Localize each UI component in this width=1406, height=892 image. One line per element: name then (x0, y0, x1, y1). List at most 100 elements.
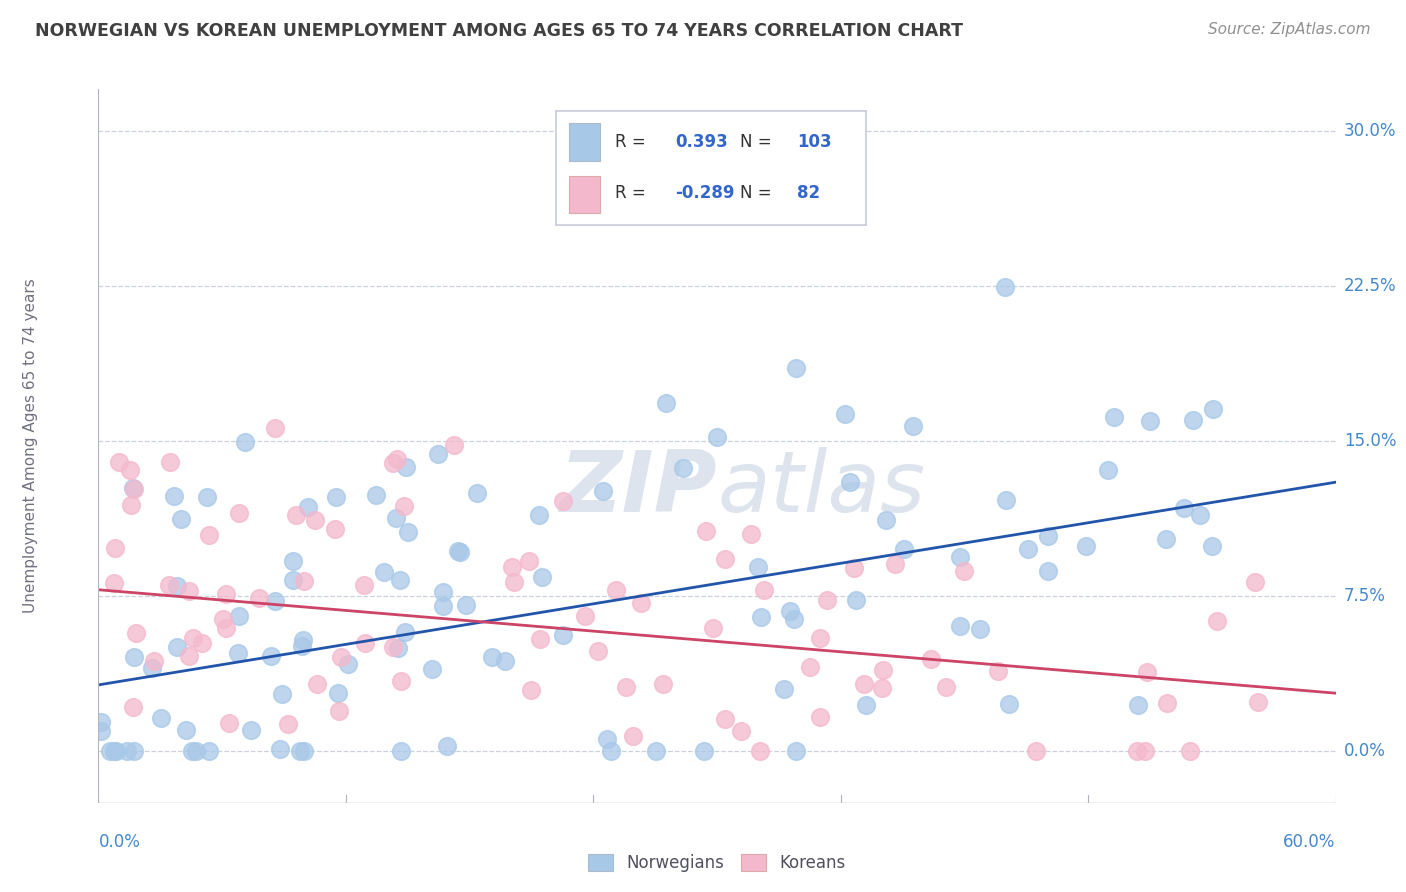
Point (387, 640, 409, 655)
Point (395, 459, 418, 474)
Point (592, 483, 614, 498)
Point (115, 744, 138, 758)
Point (600, 744, 623, 758)
Point (855, 698, 877, 713)
Point (215, 621, 238, 635)
Point (427, 446, 450, 460)
Point (749, 744, 772, 758)
Text: atlas: atlas (717, 447, 925, 531)
Point (240, 723, 263, 738)
Point (385, 451, 408, 466)
Point (893, 542, 915, 557)
Point (845, 592, 868, 607)
Point (98, 744, 121, 758)
Point (799, 660, 821, 674)
Point (987, 665, 1010, 679)
Point (174, 723, 197, 738)
Point (1182, 413, 1205, 427)
Point (159, 455, 181, 469)
Point (141, 661, 163, 675)
Point (997, 697, 1019, 711)
Point (953, 564, 976, 578)
Point (270, 687, 292, 701)
Point (169, 511, 191, 525)
Point (364, 488, 387, 502)
Point (228, 506, 250, 520)
Point (90, 723, 112, 738)
Text: 7.5%: 7.5% (1344, 587, 1386, 605)
Point (527, 508, 550, 523)
Text: 22.5%: 22.5% (1344, 277, 1396, 294)
Point (740, 527, 762, 541)
Point (884, 557, 907, 571)
Point (305, 677, 328, 691)
Point (714, 712, 737, 726)
Point (531, 570, 554, 584)
Text: 60.0%: 60.0% (1284, 833, 1336, 851)
Point (1097, 463, 1119, 477)
Point (120, 498, 142, 512)
Text: Unemployment Among Ages 65 to 74 years: Unemployment Among Ages 65 to 74 years (22, 278, 38, 614)
Point (214, 587, 236, 601)
Point (702, 621, 724, 635)
Point (277, 717, 299, 731)
Point (291, 640, 314, 654)
Point (495, 653, 517, 667)
Text: ZIP: ZIP (560, 447, 717, 531)
Point (1246, 695, 1268, 709)
Point (1156, 696, 1178, 710)
Point (1139, 414, 1161, 428)
Point (773, 682, 796, 697)
Point (181, 744, 204, 758)
Point (1036, 529, 1059, 543)
Point (260, 649, 283, 664)
Point (706, 430, 728, 444)
Point (195, 490, 218, 504)
Point (808, 631, 831, 645)
Point (323, 522, 346, 536)
Point (304, 512, 326, 526)
Point (264, 594, 287, 608)
Point (269, 742, 291, 756)
Point (481, 649, 503, 664)
Point (872, 663, 894, 677)
Point (122, 481, 145, 495)
Point (447, 544, 470, 558)
Point (166, 579, 188, 593)
Point (297, 500, 319, 514)
Point (394, 625, 416, 640)
Point (436, 739, 458, 753)
Point (432, 585, 454, 599)
Point (197, 528, 219, 542)
Point (901, 418, 924, 433)
Point (605, 583, 627, 598)
Point (1206, 614, 1229, 628)
Point (586, 644, 609, 658)
Point (443, 438, 465, 452)
Point (124, 744, 146, 758)
Point (517, 554, 540, 568)
Point (651, 677, 673, 691)
Point (785, 744, 807, 758)
Point (730, 724, 752, 739)
Point (465, 485, 488, 500)
Point (1178, 744, 1201, 758)
Point (1202, 402, 1225, 417)
Point (353, 578, 375, 592)
Point (501, 560, 523, 574)
Point (834, 408, 856, 422)
Point (125, 626, 148, 640)
Point (328, 704, 350, 718)
Point (104, 744, 127, 758)
Point (292, 633, 315, 648)
Point (103, 744, 125, 758)
Text: 0.0%: 0.0% (1344, 742, 1386, 760)
Point (285, 508, 308, 522)
Point (630, 596, 652, 610)
Point (382, 640, 405, 655)
Point (1189, 508, 1212, 522)
Point (1136, 665, 1159, 680)
Point (283, 554, 305, 568)
Point (228, 609, 250, 624)
Point (353, 636, 375, 650)
